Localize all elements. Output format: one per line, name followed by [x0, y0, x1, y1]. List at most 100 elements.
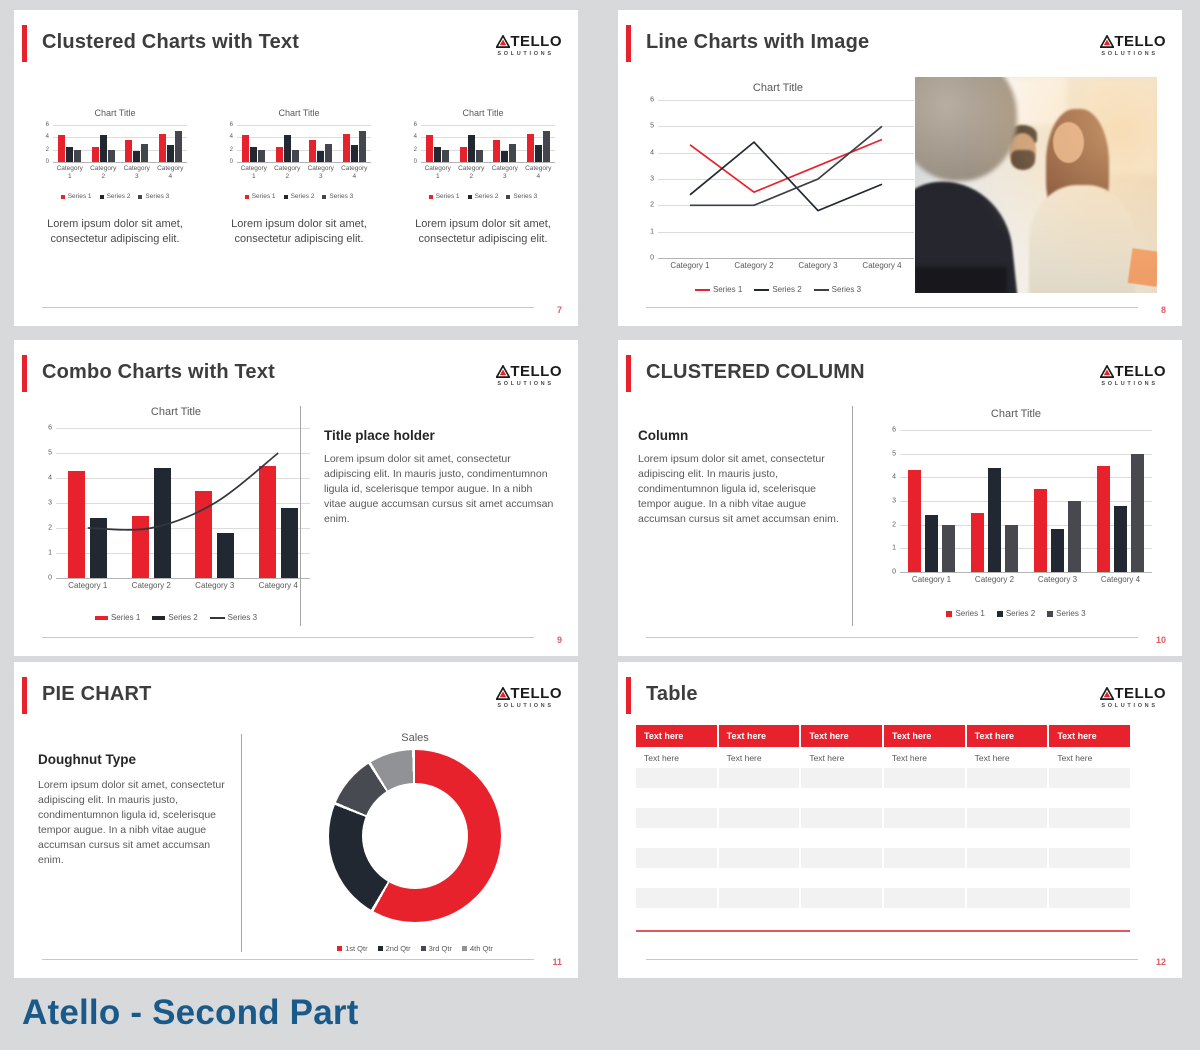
bar-series: [53, 125, 187, 162]
vertical-divider: [300, 406, 301, 626]
legend-item: Series 2: [152, 614, 198, 622]
gridline: [56, 428, 310, 429]
plot-area: 0 2 4 6 Category 1 Category 2 Category 3 Category 4: [230, 122, 371, 180]
table-header-cell: Text here: [636, 725, 717, 747]
logo-tagline: SOLUTIONS: [1101, 703, 1158, 709]
chart-title: Chart Title: [462, 108, 504, 118]
gridline: [53, 125, 187, 126]
bar-group: [237, 135, 271, 162]
page-number: 12: [1155, 957, 1166, 967]
bar: [158, 134, 166, 162]
bar-group: [120, 468, 184, 578]
table-cell: [883, 908, 965, 928]
y-axis-tick-label: 5: [48, 449, 52, 457]
x-label-line: 3: [134, 173, 139, 181]
text-block-heading: Column: [638, 428, 689, 443]
table-cell: [1049, 808, 1130, 828]
y-axis-tick-label: 1: [892, 544, 896, 552]
y-axis-tick-label: 2: [229, 146, 233, 153]
plot-area: 0 1 2 3 4 5 6 Category 1 Category 2 Category 3 Cat…: [48, 425, 310, 590]
x-label-line: Category: [525, 165, 552, 172]
logo-tagline: SOLUTIONS: [1101, 381, 1158, 387]
y-axis-tick-label: 0: [45, 159, 49, 165]
gridline: [56, 553, 310, 554]
chart-caption: Lorem ipsum dolor sit amet, consectetur …: [415, 218, 551, 245]
table-cell: Text here: [636, 747, 717, 768]
logo-wordmark: TELLO: [1100, 364, 1166, 379]
legend-label: 3rd Qtr: [428, 943, 452, 953]
legend-item: Series 3: [813, 286, 861, 294]
table-cell: [966, 788, 1048, 808]
gridline: [421, 125, 555, 126]
table-cell: [718, 848, 800, 868]
x-axis-tick-label: Category 2: [271, 165, 305, 181]
bar: [493, 140, 501, 162]
legend-swatch: [813, 289, 829, 291]
table-cell: [801, 908, 882, 928]
x-label-line: 3: [502, 173, 507, 181]
chart-legend: Series 1 Series 2 Series 3: [870, 610, 1162, 618]
bar: [107, 149, 115, 162]
chart-title: Chart Title: [990, 408, 1042, 420]
table-cell: [718, 808, 800, 828]
bar: [350, 144, 358, 162]
table-cell: [636, 888, 717, 908]
y-axis-tick-label: 6: [650, 96, 654, 104]
legend-swatch: [754, 289, 770, 291]
legend-item: Series 1: [694, 286, 742, 294]
atello-logo: TELLO SOLUTIONS: [1100, 686, 1166, 709]
x-axis-tick-label: Category 3: [120, 165, 154, 181]
legend-label: Series 3: [145, 192, 170, 200]
slide-10-clustered-column[interactable]: CLUSTERED COLUMN TELLO SOLUTIONS Column …: [618, 340, 1182, 656]
legend-swatch: [99, 194, 104, 199]
table-cell: Text here: [883, 747, 965, 768]
table-header-cell: Text here: [966, 725, 1048, 747]
x-label-line: Category: [424, 165, 451, 172]
logo-tagline: SOLUTIONS: [497, 703, 554, 709]
gridline: [56, 478, 310, 479]
gridline: [900, 453, 1152, 455]
table-cell: [636, 828, 717, 848]
bar-series: [237, 125, 371, 162]
bar: [133, 150, 141, 162]
bar: [475, 149, 483, 162]
chart-title: Sales: [401, 732, 429, 744]
table-cell: [636, 808, 717, 828]
chart-title: Chart Title: [150, 406, 202, 418]
bar-group: [120, 140, 154, 162]
table-row: [636, 828, 1130, 848]
y-axis-tick-label: 5: [892, 450, 896, 458]
legend-swatch: [428, 194, 433, 199]
x-axis-tick-label: Category 2: [131, 581, 171, 590]
text-block-body: Lorem ipsum dolor sit amet, consectetur …: [38, 779, 225, 866]
gridline: [900, 430, 1152, 431]
slide-7-clustered-charts-with-text[interactable]: Clustered Charts with Text TELLO SOLUTIO…: [14, 10, 578, 326]
slide-title: Table: [646, 683, 698, 705]
legend-label: Series 1: [435, 192, 460, 200]
slide-11-pie-chart[interactable]: PIE CHART TELLO SOLUTIONS Doughnut Type …: [14, 662, 578, 978]
gridline: [56, 453, 310, 454]
legend-label: Series 1: [110, 613, 141, 622]
legend-label: Series 3: [513, 192, 538, 200]
legend-item: Series 3: [506, 192, 538, 201]
x-label-line: 4: [536, 173, 541, 181]
red-accent-bar: [22, 25, 27, 62]
slide-12-table[interactable]: Table TELLO SOLUTIONS Text here Text here…: [618, 662, 1182, 978]
table-cell: [1049, 888, 1130, 908]
legend-swatch: [946, 611, 953, 617]
x-axis-tick-label: Category 2: [734, 261, 774, 270]
chart-legend: 1st Qtr 2nd Qtr 3rd Qtr 4th Qtr: [315, 943, 515, 953]
table-cell: [801, 828, 882, 848]
gridline: [56, 503, 310, 504]
slide-8-line-charts-with-image[interactable]: Line Charts with Image TELLO SOLUTIONS C…: [618, 10, 1182, 326]
legend-label: Series 3: [329, 192, 354, 200]
y-axis-tick-label: 6: [229, 122, 233, 128]
table-cell: [718, 828, 800, 848]
legend-label: Series 3: [1056, 609, 1086, 618]
table-cell: [883, 848, 965, 868]
footer-divider: [646, 307, 1138, 308]
slide-9-combo-charts-with-text[interactable]: Combo Charts with Text TELLO SOLUTIONS C…: [14, 340, 578, 656]
gridline: [900, 548, 1152, 550]
table-cell: [636, 768, 717, 788]
x-label-line: 4: [168, 173, 173, 181]
